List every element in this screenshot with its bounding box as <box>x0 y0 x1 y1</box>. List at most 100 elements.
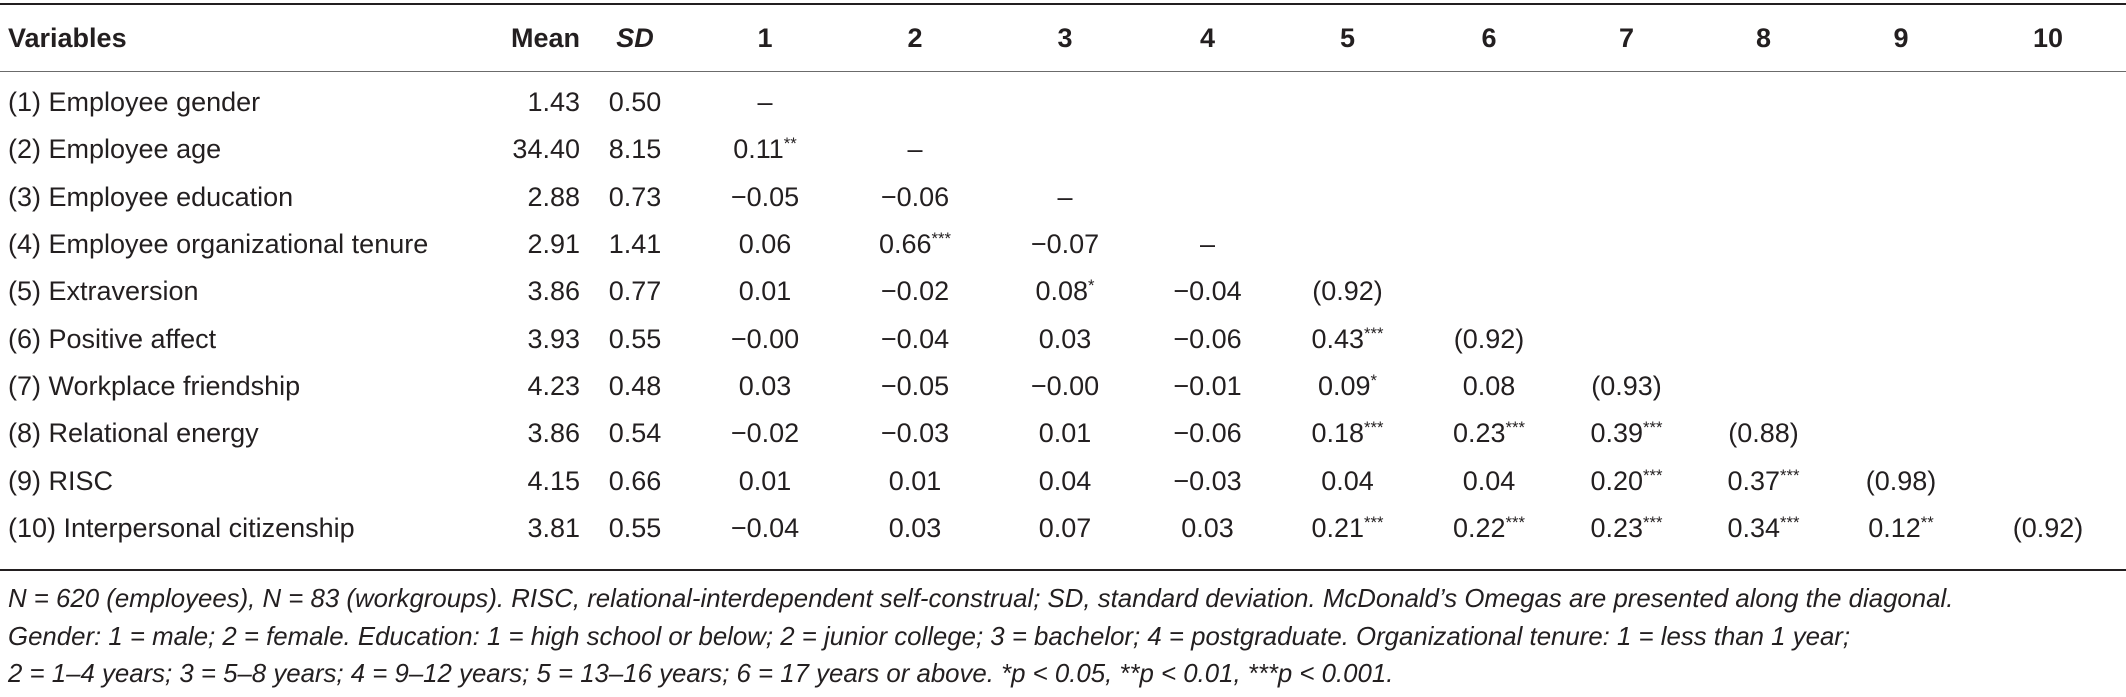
header-col-6: 6 <box>1481 23 1497 53</box>
correlation-value: 0.08 <box>1035 276 1089 307</box>
correlation-cell: 0.22*** <box>1420 505 1558 552</box>
correlation-value: 0.01 <box>888 465 942 496</box>
header-col-8: 8 <box>1755 23 1772 53</box>
variable-label: (6) Positive affect <box>8 323 217 354</box>
header-col-3: 3 <box>1057 23 1073 53</box>
correlation-value: 0.01 <box>738 465 792 496</box>
correlation-value: −0.06 <box>880 181 950 212</box>
header-col-7: 7 <box>1618 23 1635 53</box>
significance-marker: *** <box>1364 418 1384 438</box>
significance-marker: *** <box>1780 465 1800 485</box>
correlation-value: 0.01 <box>1038 418 1092 449</box>
correlation-value: 0.66 <box>878 229 932 260</box>
header-variables: Variables <box>8 23 127 53</box>
correlation-cell: 0.21*** <box>1275 505 1420 552</box>
table-body: (1) Employee gender 1.43 0.50– (2) Employee… <box>0 71 2126 552</box>
correlation-cell: 0.43*** <box>1275 315 1420 362</box>
correlation-cell: −0.04 <box>840 315 990 362</box>
correlation-cell <box>1275 221 1420 268</box>
correlation-cell: −0.03 <box>1140 457 1275 504</box>
correlation-value: 0.01 <box>738 276 792 307</box>
correlation-cell: 0.03 <box>990 315 1140 362</box>
correlation-cell <box>1832 71 1970 126</box>
correlation-value: −0.00 <box>1030 370 1100 401</box>
correlation-cell <box>1832 174 1970 221</box>
correlation-cell <box>1970 457 2126 504</box>
correlation-cell <box>1558 126 1695 173</box>
correlation-cell: – <box>1140 221 1275 268</box>
table-row: (5) Extraversion 3.86 0.77 0.01 −0.02 0.08* −0… <box>0 268 2126 315</box>
correlation-value: 0.39 <box>1590 418 1643 449</box>
correlation-value: 0.23 <box>1590 512 1643 543</box>
variable-label: (9) RISC <box>8 465 114 496</box>
table-row: (7) Workplace friendship 4.23 0.48 0.03 −0.0… <box>0 363 2126 410</box>
correlation-cell: −0.05 <box>690 174 840 221</box>
correlation-cell <box>1558 174 1695 221</box>
correlation-cell <box>1695 315 1832 362</box>
sd-value: 0.50 <box>608 87 662 118</box>
correlation-value: 0.08 <box>1462 370 1516 401</box>
correlation-cell: −0.01 <box>1140 363 1275 410</box>
correlation-cell <box>1970 410 2126 457</box>
significance-marker: *** <box>1780 512 1800 532</box>
correlation-cell <box>1832 268 1970 315</box>
correlation-cell: (0.98) <box>1832 457 1970 504</box>
variable-label: (1) Employee gender <box>8 87 261 118</box>
correlation-value: (0.92) <box>2012 512 2084 543</box>
correlation-cell: −0.06 <box>840 174 990 221</box>
correlation-cell: −0.06 <box>1140 315 1275 362</box>
correlation-cell <box>1275 126 1420 173</box>
correlation-cell: 0.18*** <box>1275 410 1420 457</box>
correlation-value: (0.93) <box>1591 370 1662 401</box>
table-row: (9) RISC 4.15 0.66 0.01 0.01 0.04 −0.03 0.04 0.0… <box>0 457 2126 504</box>
header-mean: Mean <box>510 23 580 53</box>
correlation-cell <box>1420 268 1558 315</box>
correlation-value: 0.04 <box>1321 465 1374 496</box>
correlation-cell: 0.03 <box>1140 505 1275 552</box>
mean-value: 34.40 <box>512 134 580 165</box>
significance-marker: * <box>1370 370 1378 390</box>
correlation-value: 0.21 <box>1311 512 1364 543</box>
correlation-cell <box>1695 71 1832 126</box>
correlation-cell <box>1695 174 1832 221</box>
correlation-cell <box>1140 126 1275 173</box>
correlation-value: (0.88) <box>1728 418 1799 449</box>
correlation-value: 0.43 <box>1311 323 1364 354</box>
correlation-cell <box>840 71 990 126</box>
sd-value: 8.15 <box>608 134 662 165</box>
correlation-value: (0.98) <box>1865 465 1937 496</box>
correlation-value: (0.92) <box>1312 276 1383 307</box>
mean-value: 3.86 <box>527 418 580 449</box>
sd-value: 0.55 <box>608 323 662 354</box>
correlation-value: −0.03 <box>1173 465 1242 496</box>
correlation-cell <box>1832 126 1970 173</box>
correlation-value: 0.03 <box>1038 323 1092 354</box>
significance-marker: *** <box>1364 323 1384 343</box>
correlation-cell <box>990 71 1140 126</box>
correlation-cell <box>1832 315 1970 362</box>
correlation-cell: −0.07 <box>990 221 1140 268</box>
sd-value: 0.48 <box>608 370 662 401</box>
table-row: (2) Employee age 34.40 8.15 0.11** – <box>0 126 2126 173</box>
correlation-cell: 0.03 <box>840 505 990 552</box>
significance-marker: *** <box>1643 465 1663 485</box>
correlation-value: −0.06 <box>1173 418 1242 449</box>
table-row: (3) Employee education 2.88 0.73 −0.05 −0.06… <box>0 174 2126 221</box>
correlation-cell: 0.08* <box>990 268 1140 315</box>
correlation-cell <box>1420 174 1558 221</box>
correlation-cell: 0.04 <box>1420 457 1558 504</box>
correlation-value: 0.23 <box>1452 418 1506 449</box>
correlation-value: 0.03 <box>738 370 792 401</box>
variable-label: (2) Employee age <box>8 134 222 165</box>
correlation-cell: (0.88) <box>1695 410 1832 457</box>
variable-label: (8) Relational energy <box>8 418 259 449</box>
correlation-cell: −0.03 <box>840 410 990 457</box>
correlation-cell: 0.01 <box>690 268 840 315</box>
sd-value: 0.55 <box>608 512 662 543</box>
correlation-cell: −0.02 <box>840 268 990 315</box>
correlation-cell: 0.23*** <box>1558 505 1695 552</box>
correlation-cell: −0.04 <box>690 505 840 552</box>
correlation-cell: 0.11** <box>690 126 840 173</box>
variable-label: (7) Workplace friendship <box>8 370 301 401</box>
correlation-value: – <box>907 134 923 165</box>
